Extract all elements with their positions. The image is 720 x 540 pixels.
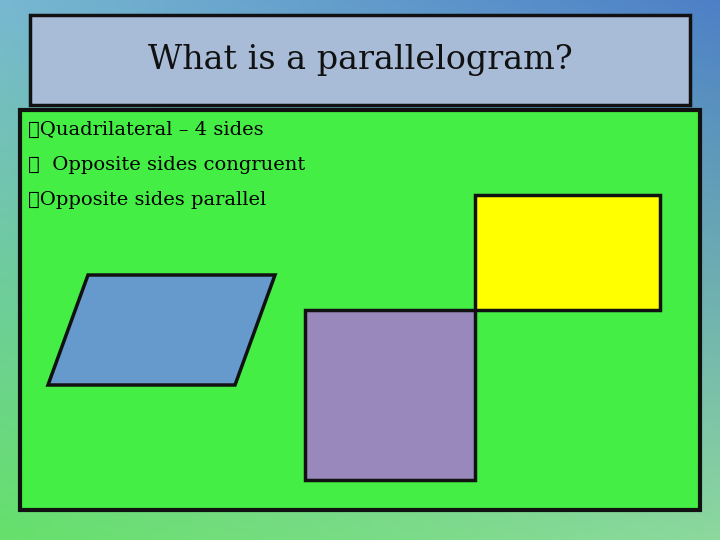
FancyBboxPatch shape [475, 195, 660, 310]
FancyBboxPatch shape [305, 310, 475, 480]
Text: ☐  Opposite sides congruent: ☐ Opposite sides congruent [28, 156, 305, 174]
Text: ☐Opposite sides parallel: ☐Opposite sides parallel [28, 191, 266, 209]
Text: What is a parallelogram?: What is a parallelogram? [148, 44, 572, 76]
FancyBboxPatch shape [20, 110, 700, 510]
Polygon shape [48, 275, 275, 385]
Text: ☐Quadrilateral – 4 sides: ☐Quadrilateral – 4 sides [28, 121, 264, 139]
FancyBboxPatch shape [30, 15, 690, 105]
